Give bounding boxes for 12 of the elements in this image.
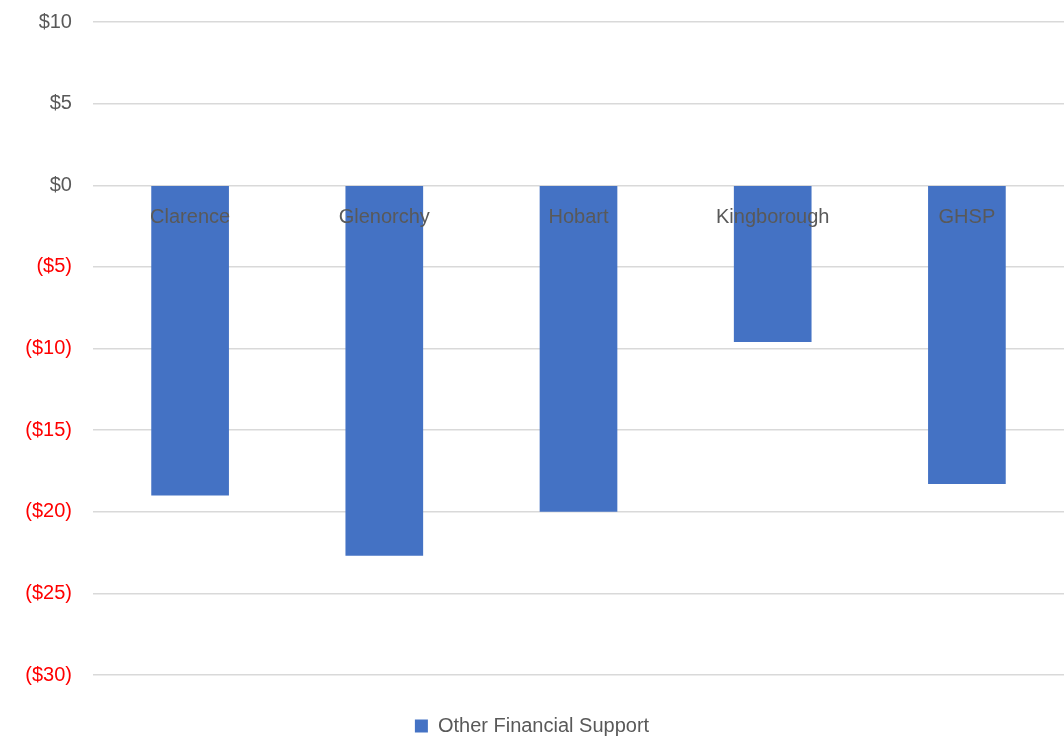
y-tick-label: ($25) bbox=[25, 580, 72, 603]
y-tick-label: $10 bbox=[38, 9, 72, 32]
legend-label: Other Financial Support bbox=[437, 713, 650, 736]
y-tick-label: ($30) bbox=[25, 662, 72, 685]
x-tick-label: Hobart bbox=[548, 204, 609, 227]
y-tick-label: ($10) bbox=[25, 336, 72, 359]
x-tick-label: GHSP bbox=[938, 204, 996, 227]
y-tick-label: ($5) bbox=[36, 254, 72, 277]
y-tick-label: ($20) bbox=[25, 499, 72, 522]
y-tick-label: $5 bbox=[49, 91, 72, 114]
y-tick-label: ($15) bbox=[25, 417, 72, 440]
y-tick-label: $0 bbox=[49, 172, 72, 195]
